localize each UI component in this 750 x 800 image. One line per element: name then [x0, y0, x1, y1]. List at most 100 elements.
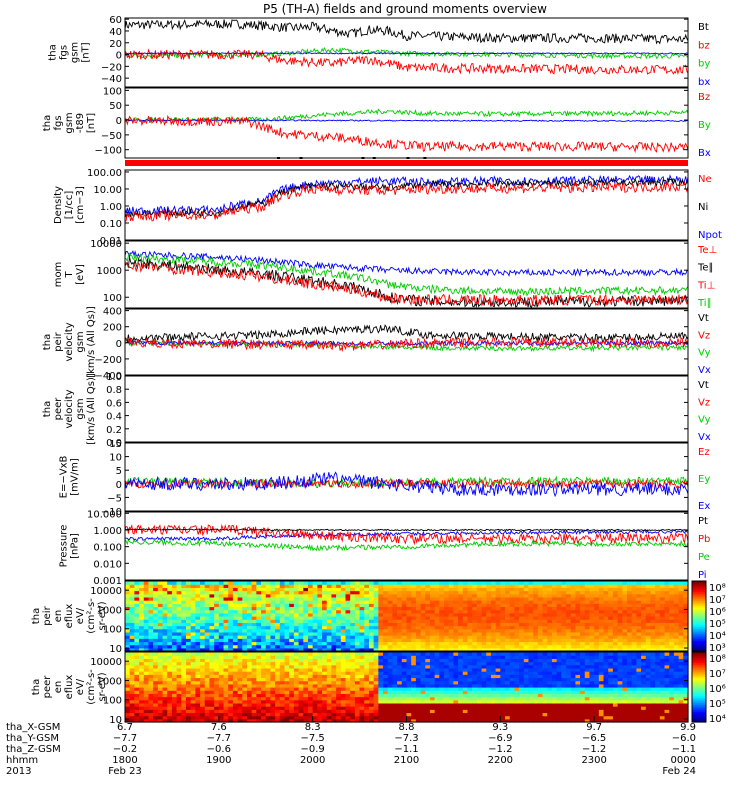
- spectrogram-cell: [176, 628, 182, 633]
- spectrogram-cell: [397, 609, 403, 614]
- spectrogram-cell: [214, 609, 220, 614]
- spectrogram-cell: [368, 715, 375, 720]
- spectrogram-cell: [129, 690, 135, 694]
- spectrogram-cell: [204, 674, 211, 679]
- spectrogram-cell: [420, 584, 426, 588]
- spectrogram-cell: [462, 709, 469, 714]
- spectrogram-cell: [275, 709, 281, 714]
- spectrogram-cell: [542, 609, 548, 614]
- spectrogram-cell: [190, 619, 196, 623]
- colorbar-swatch: [692, 586, 706, 589]
- spectrogram-cell: [429, 655, 436, 659]
- spectrogram-cell: [359, 664, 365, 669]
- spectrogram-cell: [458, 699, 464, 704]
- spectrogram-cell: [514, 667, 520, 672]
- spectrogram-cell: [533, 712, 539, 717]
- spectrogram-cell: [627, 641, 633, 646]
- spectrogram-cell: [472, 581, 478, 585]
- spectrogram-cell: [551, 647, 558, 652]
- spectrogram-cell: [228, 680, 234, 685]
- spectrogram-cell: [467, 661, 473, 666]
- y-tick-label: 0.2: [106, 425, 122, 436]
- spectrogram-cell: [214, 677, 220, 682]
- spectrogram-cell: [307, 631, 314, 636]
- spectrogram-cell: [378, 619, 384, 623]
- spectrogram-cell: [176, 712, 182, 717]
- spectrogram-cell: [368, 706, 375, 710]
- spectrogram-cell: [331, 699, 337, 704]
- spectrogram-cell: [157, 590, 164, 595]
- spectrogram-cell: [190, 661, 196, 666]
- spectrogram-cell: [631, 603, 637, 608]
- spectrogram-cell: [500, 709, 506, 714]
- spectrogram-cell: [641, 612, 647, 617]
- spectrogram-cell: [223, 593, 229, 598]
- spectrogram-cell: [490, 696, 497, 701]
- spectrogram-cell: [185, 631, 192, 636]
- spectrogram-cell: [608, 644, 614, 649]
- spectrogram-cell: [434, 661, 440, 666]
- spectrogram-cell: [406, 690, 412, 694]
- spectrogram-cell: [223, 603, 229, 608]
- spectrogram-cell: [617, 628, 623, 633]
- spectrogram-cell: [383, 641, 389, 646]
- spectrogram-cell: [556, 590, 562, 595]
- spectrogram-cell: [453, 612, 459, 617]
- spectrogram-cell: [331, 631, 337, 636]
- spectrogram-cell: [514, 652, 520, 656]
- spectrogram-cell: [641, 622, 647, 627]
- legend-entry: Ti∥: [697, 298, 712, 309]
- spectrogram-cell: [139, 652, 145, 656]
- spectrogram-cell: [528, 718, 534, 723]
- spectrogram-cell: [270, 593, 276, 598]
- spectrogram-cell: [307, 699, 314, 704]
- spectrogram-cell: [580, 625, 586, 630]
- spectrogram-cell: [683, 644, 689, 649]
- spectrogram-cell: [462, 664, 469, 669]
- spectrogram-cell: [462, 600, 469, 604]
- spectrogram-cell: [650, 638, 656, 643]
- spectrogram-cell: [612, 596, 619, 601]
- spectrogram-cell: [153, 584, 159, 588]
- spectrogram-cell: [495, 631, 501, 636]
- spectrogram-cell: [354, 584, 361, 588]
- spectrogram-cell: [218, 706, 225, 710]
- spectrogram-cell: [641, 600, 647, 604]
- spectrogram-cell: [528, 593, 534, 598]
- spectrogram-cell: [242, 584, 248, 588]
- spectrogram-cell: [232, 696, 239, 701]
- spectrogram-cell: [636, 628, 642, 633]
- spectrogram-cell: [603, 596, 609, 601]
- spectrogram-cell: [312, 609, 318, 614]
- spectrogram-cell: [537, 644, 544, 649]
- spectrogram-cell: [298, 593, 304, 598]
- spectrogram-cell: [279, 709, 286, 714]
- spectrogram-cell: [547, 715, 553, 720]
- spectrogram-cell: [415, 677, 422, 682]
- spectrogram-cell: [200, 647, 206, 652]
- spectrogram-cell: [429, 631, 436, 636]
- spectrogram-cell: [378, 652, 384, 656]
- spectrogram-cell: [176, 635, 182, 639]
- spectrogram-cell: [153, 638, 159, 643]
- spectrogram-cell: [317, 693, 323, 698]
- spectrogram-cell: [458, 715, 464, 720]
- spectrogram-cell: [453, 652, 459, 656]
- spectrogram-cell: [439, 671, 445, 675]
- spectrogram-cell: [420, 619, 426, 623]
- spectrogram-cell: [528, 664, 534, 669]
- spectrogram-cell: [345, 680, 351, 685]
- spectrogram-cell: [134, 709, 140, 714]
- spectrogram-cell: [542, 706, 548, 710]
- spectrogram-cell: [256, 667, 262, 672]
- spectrogram-cell: [490, 658, 497, 663]
- spectrogram-cell: [322, 702, 328, 707]
- spectrogram-cell: [500, 612, 506, 617]
- spectrogram-cell: [143, 619, 150, 623]
- spectrogram-cell: [218, 600, 225, 604]
- spectrogram-cell: [373, 664, 379, 669]
- spectrogram-cell: [523, 619, 530, 623]
- spectrogram-cell: [383, 616, 389, 620]
- spectrogram-cell: [195, 644, 201, 649]
- spectrogram-cell: [523, 612, 530, 617]
